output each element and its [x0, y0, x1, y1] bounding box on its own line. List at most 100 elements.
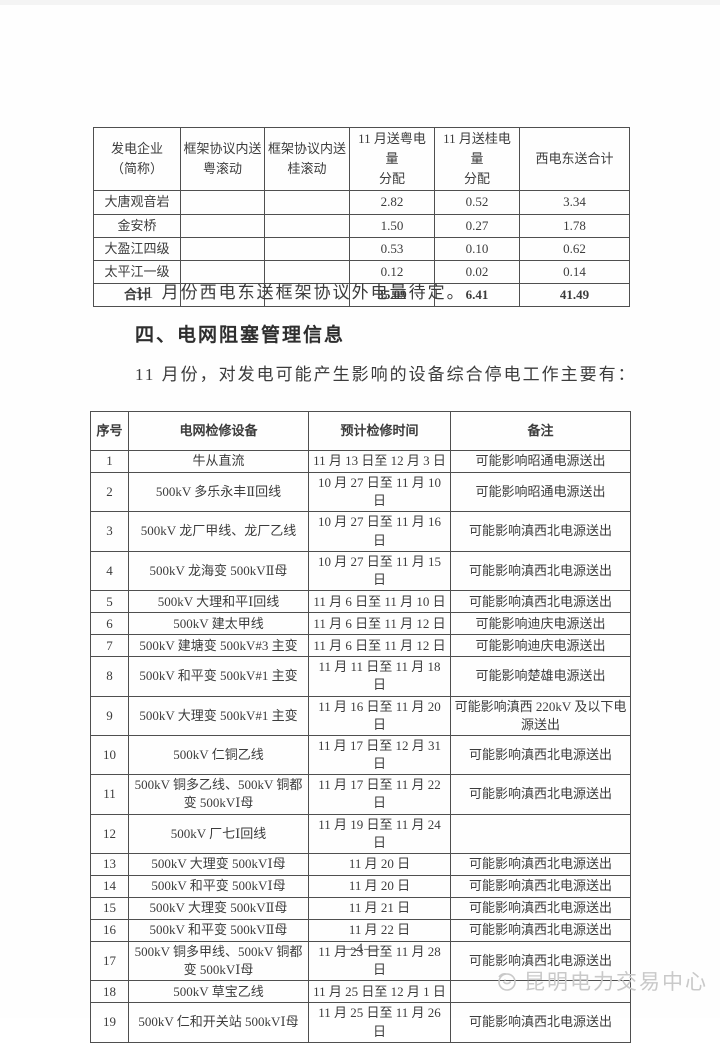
table-cell: 0.53: [349, 236, 435, 261]
table-cell: 35.09: [349, 282, 435, 308]
column-header: 西电东送合计: [519, 126, 630, 192]
table-cell: [180, 282, 265, 308]
table-cell: 大唐观音岩: [93, 190, 181, 215]
column-header: 框架协议内送 桂滚动: [264, 126, 350, 192]
table-cell: 3.34: [519, 190, 630, 215]
table-cell: 500kV 和平变 500kVⅠ母: [128, 875, 309, 898]
table-cell: 可能影响滇西北电源送出: [450, 853, 631, 876]
table-cell: 可能影响昭通电源送出: [450, 471, 631, 513]
table-cell: 0.62: [519, 236, 630, 261]
table-cell: 可能影响滇西北电源送出: [450, 919, 631, 942]
table-cell: 18: [90, 980, 129, 1004]
watermark: 昆明电力交易中心: [495, 966, 708, 996]
table-cell: 17: [90, 940, 129, 982]
table-cell: 可能影响滇西 220kV 及以下电源送出: [450, 695, 631, 736]
power-allocation-table: 发电企业 （简称） 框架协议内送 粤滚动 框架协议内送 桂滚动 11 月送粤电量 分配…: [93, 126, 630, 308]
table-cell: 可能影响滇西北电源送出: [450, 590, 631, 614]
table-cell: 500kV 建塘变 500kV#3 主变: [128, 634, 309, 658]
table-cell: 可能影响楚雄电源送出: [450, 656, 631, 697]
table-cell: 41.49: [519, 282, 630, 308]
table-cell: 11 月 25 日至 12 月 1 日: [308, 980, 451, 1004]
table-cell: 金安桥: [93, 213, 181, 238]
table-cell: 3: [90, 511, 129, 552]
table-cell: 可能影响滇西北电源送出: [450, 734, 631, 776]
table-cell: 合计: [93, 282, 181, 308]
column-header: 备注: [450, 411, 631, 451]
table-cell: 可能影响迪庆电源送出: [450, 634, 631, 658]
table-cell: 11 月 13 日至 12 月 3 日: [308, 450, 451, 473]
table-cell: 9: [90, 695, 129, 736]
table-cell: 可能影响迪庆电源送出: [450, 612, 631, 636]
table-row: 太平江一级 0.12 0.02 0.14: [93, 259, 630, 284]
table-cell: 8: [90, 656, 129, 697]
table-cell: 11 月 6 日至 11 月 12 日: [308, 634, 451, 658]
table-row: 4 500kV 龙海变 500kVⅡ母 10 月 27 日至 11 月 15 日可能…: [90, 550, 631, 592]
table-row: 1 牛从直流 11 月 13 日至 12 月 3 日可能影响昭通电源送出: [90, 450, 631, 473]
table-cell: 7: [90, 634, 129, 658]
table-cell: 2: [90, 471, 129, 513]
table-cell: 15: [90, 897, 129, 920]
table-cell: [180, 259, 265, 284]
table-cell: 11 月 23 日至 11 月 28 日: [308, 940, 451, 982]
table-row: 2 500kV 多乐永丰Ⅱ回线 10 月 27 日至 11 月 10 日可能影响昭通…: [90, 471, 631, 513]
table-cell: 可能影响滇西北电源送出: [450, 897, 631, 920]
table-row: 17 500kV 铜多甲线、500kV 铜都变 500kVⅠ母 11 月 23 日至…: [90, 940, 631, 982]
table-cell: 0.10: [434, 236, 520, 261]
table-cell: 11 月 17 日至 11 月 22 日: [308, 774, 451, 815]
section-heading: 四、电网阻塞管理信息: [135, 325, 346, 346]
column-header: 预计检修时间: [308, 411, 451, 451]
table-row: 18 500kV 草宝乙线 11 月 25 日至 12 月 1 日: [90, 980, 631, 1004]
table-cell: [450, 813, 631, 855]
table-row: 5 500kV 大理和平Ⅰ回线 11 月 6 日至 11 月 10 日可能影响滇西北…: [90, 590, 631, 614]
table-cell: [264, 190, 350, 215]
table-cell: 6: [90, 612, 129, 636]
table-cell: [180, 190, 265, 215]
table-cell: 0.14: [519, 259, 630, 284]
table-cell: 11 月 6 日至 11 月 10 日: [308, 590, 451, 614]
table-row: 7 500kV 建塘变 500kV#3 主变 11 月 6 日至 11 月 12 日…: [90, 634, 631, 658]
table-row: 15 500kV 大理变 500kVⅡ母 11 月 21 日可能影响滇西北电源送出: [90, 897, 631, 920]
table-cell: 11 月 19 日至 11 月 24 日: [308, 813, 451, 855]
table-cell: 11 月 11 日至 11 月 18 日: [308, 656, 451, 697]
column-header: 电网检修设备: [128, 411, 309, 451]
table-cell: 可能影响昭通电源送出: [450, 450, 631, 473]
table-cell: 10 月 27 日至 11 月 15 日: [308, 550, 451, 592]
table-cell: [264, 259, 350, 284]
table-row: 14 500kV 和平变 500kVⅠ母 11 月 20 日可能影响滇西北电源送出: [90, 875, 631, 898]
table-row: 9 500kV 大理变 500kV#1 主变 11 月 16 日至 11 月 20 …: [90, 695, 631, 736]
watermark-text: 昆明电力交易中心: [524, 971, 708, 994]
table-cell: 11 月 6 日至 11 月 12 日: [308, 612, 451, 636]
table-cell: 1.50: [349, 213, 435, 238]
table-cell: 500kV 铜多甲线、500kV 铜都变 500kVⅠ母: [128, 940, 309, 982]
table-cell: 0.52: [434, 190, 520, 215]
table-cell: 牛从直流: [128, 450, 309, 473]
table-cell: 500kV 和平变 500kV#1 主变: [128, 656, 309, 697]
table-row: 11 500kV 铜多乙线、500kV 铜都变 500kVⅠ母 11 月 17 日至…: [90, 774, 631, 815]
table-cell: 500kV 大理和平Ⅰ回线: [128, 590, 309, 614]
table-cell: 16: [90, 919, 129, 942]
table-cell: 13: [90, 853, 129, 876]
table-cell: 1.78: [519, 213, 630, 238]
table-cell: 2.82: [349, 190, 435, 215]
table-row: 大盈江四级 0.53 0.10 0.62: [93, 236, 630, 261]
table-row: 大唐观音岩 2.82 0.52 3.34: [93, 190, 630, 215]
paragraph-framework-note: 11 月份西电东送框架协议外电量待定。: [135, 283, 466, 302]
column-header: 11 月送桂电量 分配: [434, 126, 520, 192]
table-cell: 11 月 20 日: [308, 853, 451, 876]
table-cell: [264, 236, 350, 261]
table-cell: 11: [90, 774, 129, 815]
table-cell: 大盈江四级: [93, 236, 181, 261]
column-header: 发电企业 （简称）: [93, 126, 181, 192]
table-row: 金安桥 1.50 0.27 1.78: [93, 213, 630, 238]
table-cell: [180, 236, 265, 261]
table-row: 12 500kV 厂七Ⅰ回线 11 月 19 日至 11 月 24 日: [90, 813, 631, 855]
table-cell: 可能影响滇西北电源送出: [450, 1002, 631, 1043]
table-row: 10 500kV 仁铜乙线 11 月 17 日至 12 月 31 日可能影响滇西北电…: [90, 734, 631, 776]
table-cell: 500kV 龙海变 500kVⅡ母: [128, 550, 309, 592]
table-cell: 0.27: [434, 213, 520, 238]
table-cell: 0.02: [434, 259, 520, 284]
table-row: 6 500kV 建太甲线 11 月 6 日至 11 月 12 日可能影响迪庆电源送出: [90, 612, 631, 636]
table-cell: 500kV 大理变 500kV#1 主变: [128, 695, 309, 736]
table-cell: 500kV 草宝乙线: [128, 980, 309, 1004]
maintenance-schedule-table: 序号 电网检修设备 预计检修时间 备注 1 牛从直流 11 月 13 日至 12 月 3 日…: [90, 411, 631, 1043]
